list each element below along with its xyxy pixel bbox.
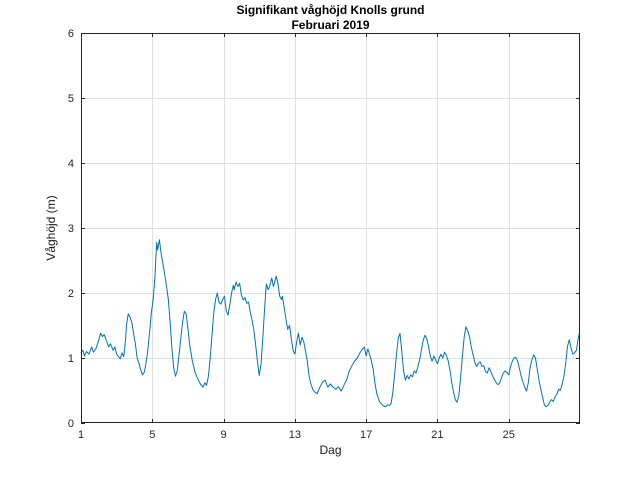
x-tick-label: 21 (431, 429, 443, 441)
grid-lines (81, 33, 580, 423)
y-axis-label: Våghöjd (m) (44, 195, 58, 261)
chart-title: Signifikant våghöjd Knolls grund (236, 3, 425, 17)
y-tick-label: 3 (68, 223, 74, 235)
x-tick-label: 5 (149, 429, 155, 441)
data-series (80, 239, 580, 408)
y-tick-label: 0 (68, 418, 74, 430)
x-tick-label: 17 (360, 429, 372, 441)
y-tick-label: 4 (68, 158, 74, 170)
y-tick-label: 2 (68, 288, 74, 300)
x-axis-label: Dag (319, 443, 342, 457)
y-tick-label: 1 (68, 353, 74, 365)
y-tick-label: 6 (68, 28, 74, 40)
wave-height-line (80, 239, 580, 408)
x-tick-label: 13 (289, 429, 301, 441)
chart-subtitle: Februari 2019 (291, 18, 370, 32)
x-tick-label: 1 (78, 429, 84, 441)
x-tick-label: 25 (503, 429, 515, 441)
x-tick-label: 9 (221, 429, 227, 441)
y-tick-label: 5 (68, 93, 74, 105)
axis-ticks (81, 33, 580, 424)
